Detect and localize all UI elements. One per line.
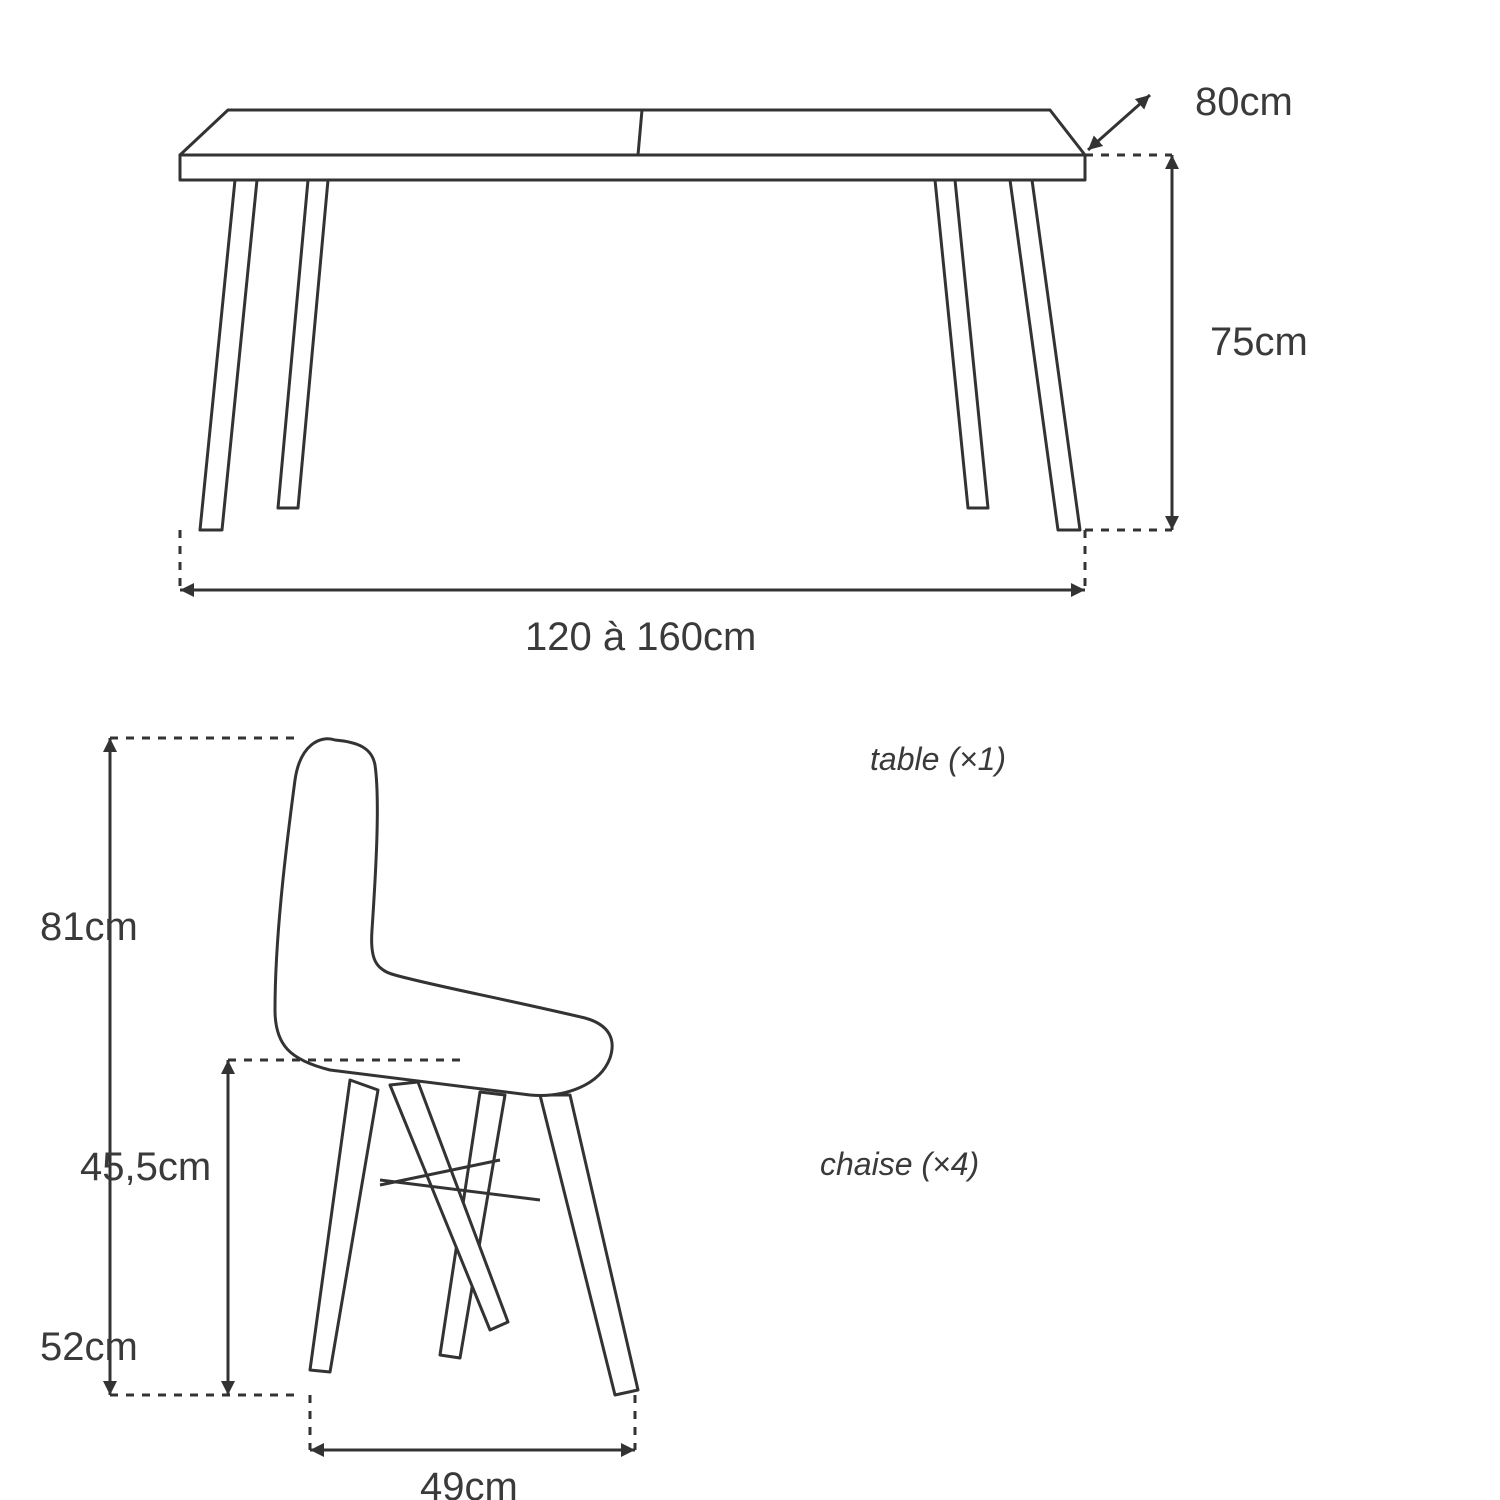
table-item-label: table (×1) bbox=[870, 741, 1006, 777]
chair-seat-height-label: 45,5cm bbox=[80, 1145, 211, 1189]
chair-total-height-label: 81cm bbox=[40, 905, 138, 949]
furniture-dimension-diagram: 80cm 75cm 120 à 160cm table (×1) 81cm 45,5cm 5… bbox=[0, 0, 1500, 1500]
table-height-label: 75cm bbox=[1210, 320, 1308, 364]
table-depth-label: 80cm bbox=[1195, 80, 1293, 124]
table-width-label: 120 à 160cm bbox=[525, 615, 756, 659]
chair-item-label: chaise (×4) bbox=[820, 1146, 979, 1182]
chair-depth-label: 52cm bbox=[40, 1325, 138, 1369]
chair-width-label: 49cm bbox=[420, 1465, 518, 1500]
